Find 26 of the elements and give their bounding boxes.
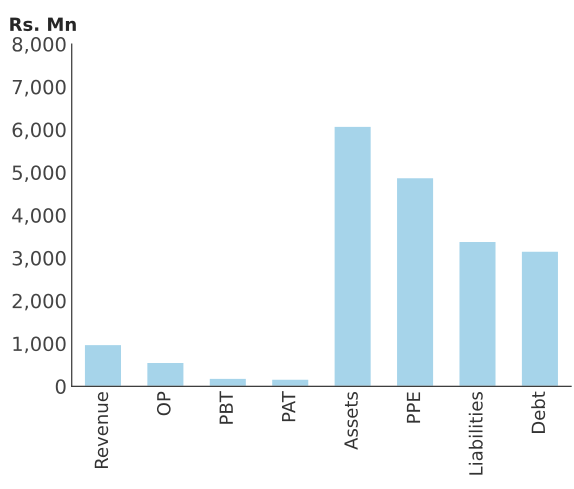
bar — [520, 250, 560, 386]
bar — [84, 344, 122, 386]
y-tick-label: 7,000 — [12, 80, 66, 96]
y-tick-label: 6,000 — [12, 122, 66, 140]
bar — [396, 176, 434, 386]
x-tick-label: PAT — [282, 391, 296, 422]
y-tick-label: 8,000 — [12, 36, 66, 54]
bar — [458, 240, 497, 386]
x-tick-label: Revenue — [94, 392, 108, 468]
x-tick-label: Assets — [344, 392, 358, 450]
bar — [270, 378, 310, 386]
y-tick-label: 0 — [56, 379, 66, 394]
bar — [208, 377, 248, 386]
x-tick-label: PBT — [220, 391, 233, 424]
y-tick-label: 4,000 — [12, 208, 66, 225]
bar — [146, 362, 185, 386]
y-tick-label: 5,000 — [12, 165, 66, 182]
y-tick-label: 2,000 — [12, 294, 66, 310]
x-tick-label: Liabilities — [468, 392, 483, 475]
x-tick-label: Debt — [531, 392, 546, 433]
y-tick-label: 1,000 — [13, 336, 66, 354]
bar — [333, 125, 372, 386]
x-tick-label: PPE — [406, 392, 420, 423]
y-tick-label: 3,000 — [12, 250, 66, 268]
y-axis-title: Rs. Mn — [10, 18, 76, 32]
x-tick-label: OP — [156, 392, 171, 416]
